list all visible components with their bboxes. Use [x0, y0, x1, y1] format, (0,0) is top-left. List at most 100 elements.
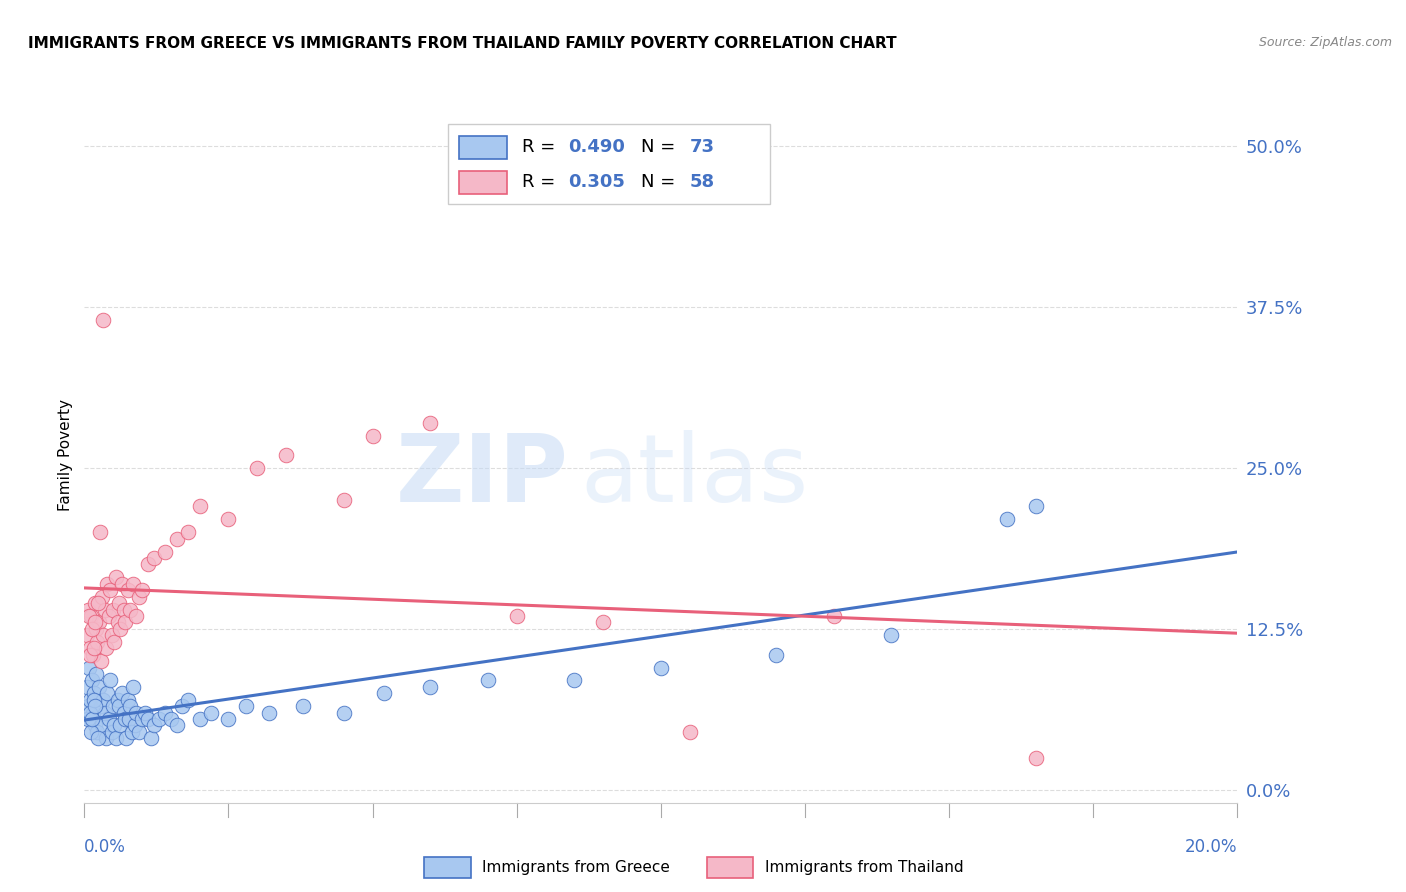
Point — [765, 648, 787, 662]
Point — [83, 596, 105, 610]
Point — [136, 712, 159, 726]
Y-axis label: Family Poverty: Family Poverty — [58, 399, 73, 511]
Point — [121, 725, 143, 739]
Point — [218, 712, 240, 726]
Point — [86, 596, 108, 610]
Point — [96, 576, 118, 591]
Point — [89, 699, 111, 714]
Point — [83, 641, 105, 656]
Point — [97, 712, 120, 726]
Point — [84, 615, 107, 630]
Point — [79, 648, 101, 662]
Point — [235, 699, 257, 714]
Text: 20.0%: 20.0% — [1185, 838, 1237, 855]
FancyBboxPatch shape — [425, 857, 471, 878]
Point — [200, 706, 222, 720]
Point — [160, 712, 183, 726]
Point — [79, 706, 101, 720]
Point — [128, 590, 150, 604]
Point — [80, 609, 103, 624]
Point — [87, 680, 110, 694]
Point — [114, 615, 136, 630]
Point — [122, 680, 145, 694]
Point — [823, 609, 845, 624]
Point — [257, 706, 280, 720]
Point — [108, 596, 131, 610]
Point — [650, 660, 672, 674]
Point — [107, 615, 129, 630]
Point — [103, 602, 124, 616]
Point — [101, 628, 124, 642]
Point — [76, 628, 98, 642]
Point — [90, 590, 112, 604]
Point — [246, 460, 269, 475]
Point — [1025, 750, 1047, 764]
Point — [122, 576, 145, 591]
Point — [96, 686, 118, 700]
Point — [128, 725, 150, 739]
Point — [592, 615, 614, 630]
FancyBboxPatch shape — [460, 136, 508, 159]
Point — [76, 680, 98, 694]
Point — [218, 512, 240, 526]
Point — [120, 602, 142, 616]
Point — [125, 609, 148, 624]
Point — [1025, 500, 1047, 514]
Point — [77, 660, 100, 674]
Point — [83, 686, 105, 700]
Point — [292, 699, 315, 714]
Point — [880, 628, 903, 642]
Text: R =: R = — [523, 138, 561, 156]
Point — [93, 312, 115, 326]
Point — [87, 615, 110, 630]
Point — [124, 718, 146, 732]
Point — [166, 532, 188, 546]
Point — [115, 731, 138, 746]
FancyBboxPatch shape — [447, 124, 770, 204]
FancyBboxPatch shape — [460, 171, 508, 194]
Point — [995, 512, 1018, 526]
Point — [101, 725, 124, 739]
Point — [108, 699, 131, 714]
Point — [82, 673, 104, 688]
Point — [139, 731, 162, 746]
Point — [118, 712, 141, 726]
Point — [419, 680, 441, 694]
Point — [91, 628, 114, 642]
Point — [84, 622, 107, 636]
Point — [276, 448, 298, 462]
Point — [86, 731, 108, 746]
Point — [131, 712, 153, 726]
Point — [90, 718, 112, 732]
Point — [103, 634, 125, 648]
Point — [80, 622, 103, 636]
Point — [83, 692, 105, 706]
Point — [79, 692, 101, 706]
Point — [86, 725, 108, 739]
Point — [97, 609, 120, 624]
Point — [166, 718, 188, 732]
Point — [80, 712, 103, 726]
Point — [79, 641, 101, 656]
Point — [93, 602, 115, 616]
Text: R =: R = — [523, 173, 561, 191]
Point — [111, 576, 134, 591]
Point — [114, 712, 136, 726]
Point — [117, 692, 139, 706]
Point — [91, 692, 114, 706]
Point — [77, 609, 100, 624]
Point — [188, 712, 211, 726]
Point — [80, 712, 103, 726]
Point — [679, 725, 702, 739]
Text: 0.305: 0.305 — [568, 173, 626, 191]
Point — [89, 654, 111, 668]
Text: N =: N = — [641, 173, 682, 191]
Text: 0.490: 0.490 — [568, 138, 626, 156]
Point — [177, 525, 200, 540]
Point — [142, 551, 165, 566]
Point — [134, 706, 156, 720]
Point — [477, 673, 499, 688]
Point — [131, 583, 153, 598]
Point — [506, 609, 529, 624]
Point — [82, 648, 104, 662]
